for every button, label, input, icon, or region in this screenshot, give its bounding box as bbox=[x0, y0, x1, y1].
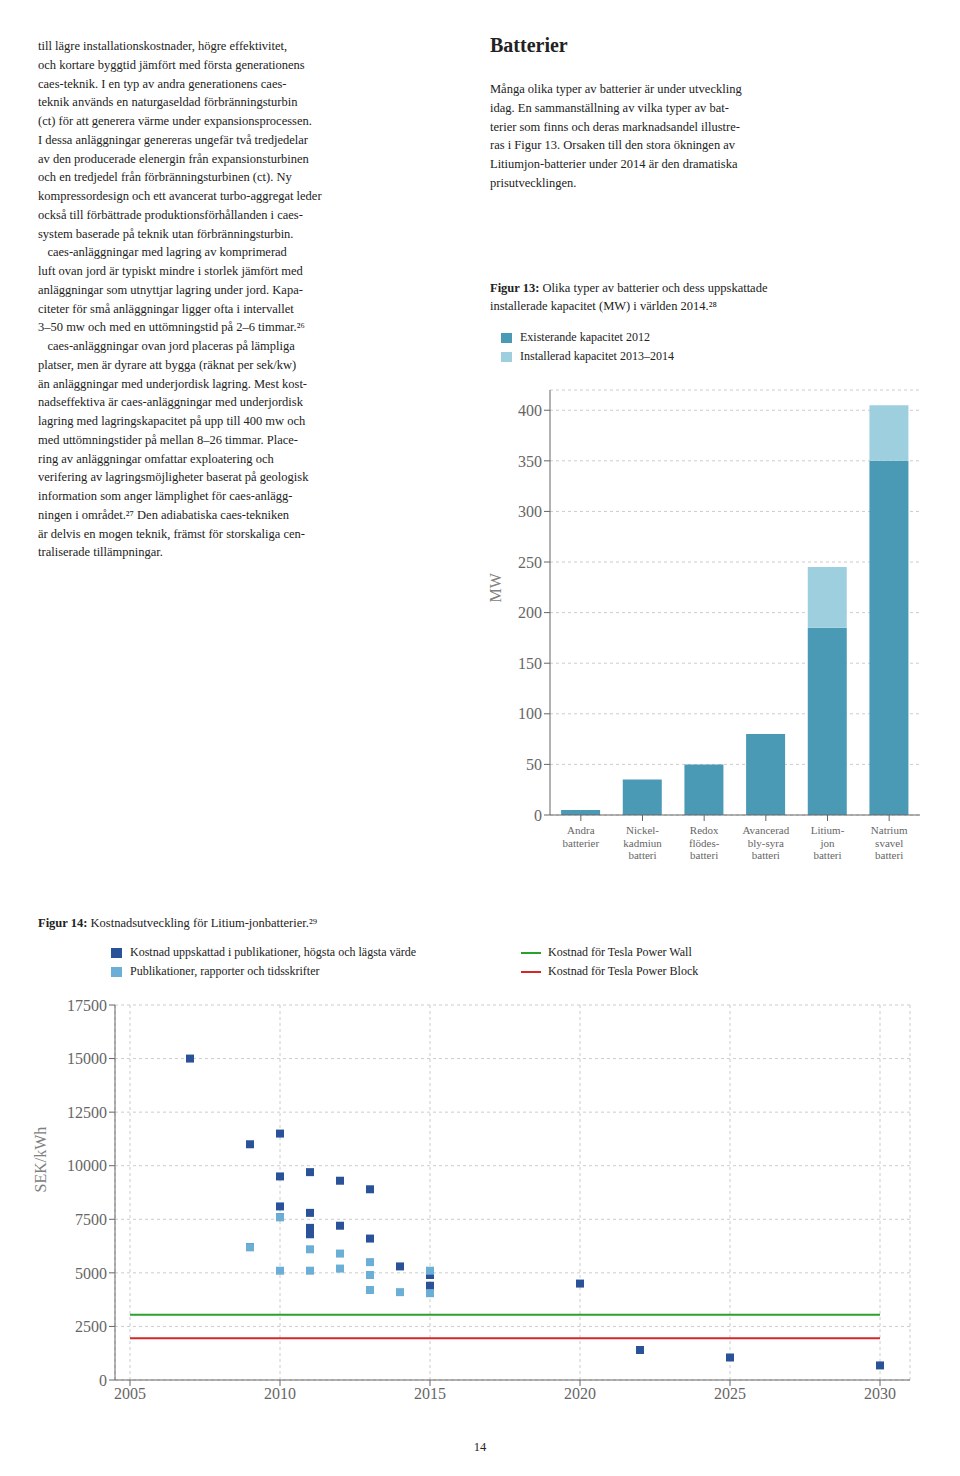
svg-text:7500: 7500 bbox=[75, 1211, 107, 1228]
svg-text:Nickel-kadmiunbatteri: Nickel-kadmiunbatteri bbox=[623, 824, 662, 861]
html-text:Kostnad för Tesla Power Wall: Kostnad för Tesla Power Wall bbox=[548, 945, 692, 959]
html-text:Installerad kapacitet 2013–201: Installerad kapacitet 2013–2014 bbox=[520, 349, 674, 363]
html-text:Figur 13: Olika typer av batte: Figur 13: Olika typer av batterier och d… bbox=[490, 281, 768, 313]
svg-text:Avanceradbly-syrabatteri: Avanceradbly-syrabatteri bbox=[742, 824, 789, 861]
html-text:Batterier: Batterier bbox=[490, 34, 568, 56]
svg-text:Redoxflödes-batteri: Redoxflödes-batteri bbox=[689, 824, 720, 861]
svg-text:2010: 2010 bbox=[264, 1385, 296, 1402]
svg-text:50: 50 bbox=[526, 756, 542, 773]
svg-text:250: 250 bbox=[518, 554, 542, 571]
svg-text:350: 350 bbox=[518, 453, 542, 470]
svg-text:Natriumsvavelbatteri: Natriumsvavelbatteri bbox=[871, 824, 908, 861]
svg-text:0: 0 bbox=[99, 1372, 107, 1389]
svg-text:400: 400 bbox=[518, 402, 542, 419]
html-text:Existerande kapacitet 2012: Existerande kapacitet 2012 bbox=[520, 330, 650, 344]
svg-text:Andrabatterier: Andrabatterier bbox=[563, 824, 600, 849]
svg-text:5000: 5000 bbox=[75, 1265, 107, 1282]
svg-text:100: 100 bbox=[518, 705, 542, 722]
svg-text:200: 200 bbox=[518, 604, 542, 621]
svg-text:2020: 2020 bbox=[564, 1385, 596, 1402]
svg-text:15000: 15000 bbox=[67, 1050, 107, 1067]
svg-text:2005: 2005 bbox=[114, 1385, 146, 1402]
svg-text:150: 150 bbox=[518, 655, 542, 672]
html-text:till lägre installationskostna: till lägre installationskostnader, högre… bbox=[38, 39, 322, 560]
svg-text:2025: 2025 bbox=[714, 1385, 746, 1402]
html-text:14: 14 bbox=[473, 1440, 487, 1454]
html-text:Publikationer, rapporter och t: Publikationer, rapporter och tidsskrifte… bbox=[130, 964, 320, 978]
svg-text:SEK/kWh: SEK/kWh bbox=[32, 1127, 49, 1193]
svg-text:Litium-jonbatteri: Litium-jonbatteri bbox=[811, 824, 845, 861]
svg-text:10000: 10000 bbox=[67, 1157, 107, 1174]
svg-text:300: 300 bbox=[518, 503, 542, 520]
html-text:Figur 14: Kostnadsutveckling f: Figur 14: Kostnadsutveckling för Litium-… bbox=[38, 916, 317, 930]
html-text:Många olika typer av batterier: Många olika typer av batterier är under … bbox=[490, 82, 742, 190]
svg-text:2015: 2015 bbox=[414, 1385, 446, 1402]
svg-text:MW: MW bbox=[487, 572, 504, 602]
html-text:Kostnad uppskattad i publikati: Kostnad uppskattad i publikationer, högs… bbox=[130, 945, 417, 959]
svg-text:2500: 2500 bbox=[75, 1318, 107, 1335]
svg-text:17500: 17500 bbox=[67, 997, 107, 1014]
svg-text:2030: 2030 bbox=[864, 1385, 896, 1402]
html-text:Kostnad för Tesla Power Block: Kostnad för Tesla Power Block bbox=[548, 964, 699, 978]
svg-text:0: 0 bbox=[534, 807, 542, 824]
svg-text:12500: 12500 bbox=[67, 1104, 107, 1121]
